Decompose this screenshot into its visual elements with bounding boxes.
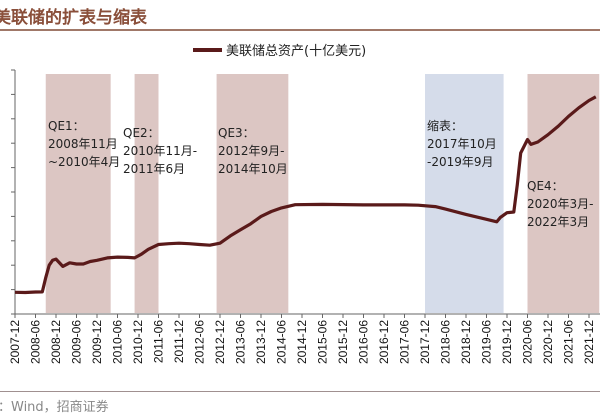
x-tick-label: 2019-12 bbox=[500, 320, 514, 364]
x-tick-label: 2018-12 bbox=[459, 320, 473, 364]
legend: 美联储总资产(十亿美元) bbox=[193, 44, 366, 59]
x-tick-label: 2013-06 bbox=[234, 320, 248, 364]
footer-divider bbox=[0, 391, 600, 392]
band-QE1 bbox=[45, 74, 111, 313]
band-label: 缩表： bbox=[427, 118, 463, 133]
x-tick-label: 2015-06 bbox=[316, 320, 330, 364]
band-label: QE3： bbox=[218, 126, 255, 140]
x-tick-label: 2012-06 bbox=[193, 320, 207, 364]
x-tick-label: 2021-12 bbox=[582, 320, 596, 364]
x-tick-label: 2019-06 bbox=[480, 320, 494, 364]
band-label: ~2010年4月 bbox=[48, 155, 120, 169]
x-tick-label: 2013-12 bbox=[254, 320, 268, 364]
band-label: 2014年10月 bbox=[218, 162, 288, 176]
band-label: 2010年11月- bbox=[123, 144, 197, 158]
band-QE2 bbox=[134, 74, 159, 313]
x-tick-label: 2020-06 bbox=[521, 320, 535, 364]
x-tick-label: 2020-12 bbox=[541, 320, 555, 364]
band-label: QE2： bbox=[123, 126, 160, 140]
x-tick-label: 2021-06 bbox=[562, 320, 576, 364]
legend-label: 美联储总资产(十亿美元) bbox=[226, 44, 366, 59]
x-tick-label: 2009-12 bbox=[90, 320, 104, 364]
band-label: -2019年9月 bbox=[427, 155, 494, 169]
band-label: 2020年3月- bbox=[527, 197, 594, 211]
x-tick-label: 2008-12 bbox=[49, 320, 63, 364]
x-tick-label: 2012-12 bbox=[213, 320, 227, 364]
x-tick-label: 2015-12 bbox=[336, 320, 350, 364]
band-缩表 bbox=[425, 74, 504, 313]
band-label: 2011年6月 bbox=[123, 162, 185, 176]
x-tick-label: 2018-06 bbox=[439, 320, 453, 364]
band-label: 2022年3月 bbox=[527, 215, 589, 229]
x-tick-label: 2016-06 bbox=[357, 320, 371, 364]
band-QE4 bbox=[527, 74, 600, 313]
x-tick-label: 2014-12 bbox=[295, 320, 309, 364]
x-tick-label: 2011-06 bbox=[152, 320, 166, 363]
band-label: QE4： bbox=[527, 179, 564, 193]
page-title: 美联储的扩表与缩表 bbox=[0, 8, 147, 28]
band-label: QE1： bbox=[48, 119, 85, 133]
x-tick-label: 2016-12 bbox=[377, 320, 391, 364]
band-QE3 bbox=[216, 74, 289, 313]
x-tick-label: 2017-06 bbox=[398, 320, 412, 364]
x-tick-label: 2011-12 bbox=[172, 320, 186, 363]
title-divider bbox=[0, 29, 600, 31]
x-tick-label: 2007-12 bbox=[8, 320, 22, 364]
band-label: 2008年11月 bbox=[48, 137, 118, 151]
band-label: 2017年10月 bbox=[427, 137, 497, 151]
x-tick-label: 2014-06 bbox=[275, 320, 289, 364]
x-tick-label: 2017-12 bbox=[418, 320, 432, 364]
source-note: ：Wind，招商证券 bbox=[0, 400, 109, 415]
x-tick-label: 2010-06 bbox=[111, 320, 125, 364]
x-tick-label: 2009-06 bbox=[70, 320, 84, 364]
x-tick-label: 2010-12 bbox=[131, 320, 145, 364]
band-label: 2012年9月- bbox=[218, 144, 285, 158]
x-tick-label: 2008-06 bbox=[29, 320, 43, 364]
